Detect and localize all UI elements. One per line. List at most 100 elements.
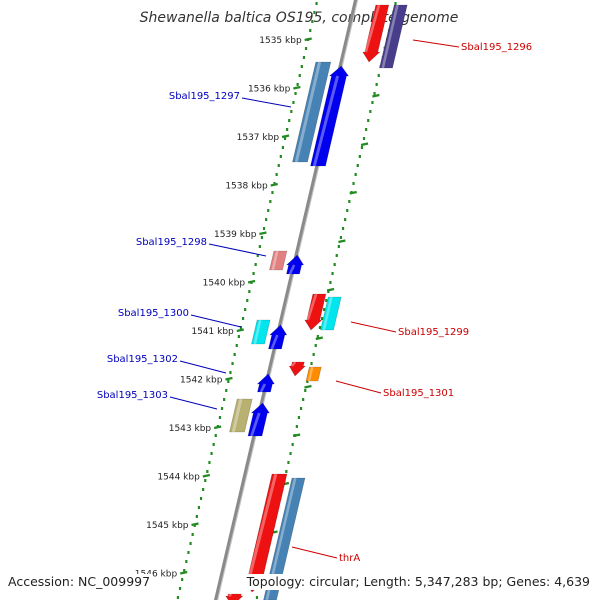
left-strand-guide-dot	[256, 254, 259, 257]
right-strand-guide-dot	[287, 461, 290, 464]
left-strand-guide-dot	[288, 119, 291, 122]
gene-label-left: Sbal195_1300	[118, 308, 189, 319]
left-strand-guide-dot	[185, 560, 188, 563]
kbp-label: 1540 kbp	[203, 279, 246, 289]
gene-sbal195-1298-pink	[269, 250, 288, 271]
left-strand-guide-dot	[273, 182, 276, 185]
gene-sbal195-1303-blue-shine	[250, 412, 261, 437]
right-strand-guide-dot	[314, 344, 317, 347]
kbp-label: 1535 kbp	[259, 36, 302, 46]
gene-sbal195-1297-blue	[310, 65, 350, 167]
left-strand-guide-dot	[281, 146, 285, 149]
gene-callout-line-right	[335, 380, 382, 394]
gene-sbal195-1299-red-shine	[306, 293, 318, 321]
gene-label-right: thrA	[339, 553, 360, 564]
right-strand-guide-dot	[306, 380, 309, 383]
gene-sbal195-1296-red	[362, 4, 390, 63]
left-strand-guide-dot	[248, 290, 251, 293]
gene-callout-line-right	[350, 321, 397, 333]
right-strand-guide-dot	[304, 389, 307, 392]
left-strand-guide-dot	[181, 578, 184, 581]
left-strand-guide-dot	[206, 470, 209, 473]
kbp-tick-left	[281, 134, 290, 139]
left-strand-guide-dot	[239, 326, 243, 329]
kbp-label: 1542 kbp	[180, 376, 223, 386]
left-strand-guide-dot	[313, 11, 316, 14]
kbp-tick-left	[270, 182, 278, 187]
left-strand-guide-dot	[252, 272, 255, 275]
kbp-tick-right	[315, 336, 324, 341]
left-strand-guide-dot	[204, 479, 207, 482]
gene-sbal195-1299-red	[304, 293, 327, 331]
right-strand-guide-dot	[327, 290, 330, 293]
right-strand-guide-dot	[375, 83, 378, 86]
left-strand-guide-dot	[279, 155, 282, 158]
gene-thra-red-shine	[246, 473, 278, 583]
gene-callout-line-right	[412, 39, 460, 48]
left-strand-guide-dot	[195, 515, 198, 518]
gene-sbal195-1299-cyan-shine	[322, 296, 333, 331]
kbp-tick-left	[293, 85, 301, 90]
right-strand-guide-dot	[310, 362, 313, 365]
gene-sbal195-1300-cyan	[251, 319, 271, 345]
gene-sbal195-1301-red	[288, 361, 307, 377]
accession-label: Accession: NC_009997	[8, 574, 153, 590]
left-strand-guide-dot	[246, 299, 249, 302]
gene-sbal195-1298-blue-shine	[288, 264, 296, 275]
left-strand-guide-dot	[315, 2, 318, 5]
left-strand-guide-dot	[271, 191, 274, 194]
left-strand-guide-dot	[227, 380, 230, 383]
gene-sbal195-1296-red-shine	[364, 4, 381, 53]
feature-layer	[225, 4, 408, 600]
gene-label-left: Sbal195_1303	[97, 390, 168, 401]
right-strand-guide-dot	[333, 263, 336, 266]
right-strand-guide-dot	[394, 2, 397, 5]
kbp-tick-left	[191, 522, 199, 527]
right-strand-guide-dot	[316, 335, 319, 338]
left-strand-guide-dot	[304, 47, 308, 50]
left-strand-guide-dot	[262, 227, 266, 230]
left-strand-guide-dot	[214, 434, 217, 437]
kbp-label: 1545 kbp	[146, 521, 189, 531]
right-strand-guide-dot	[344, 218, 347, 221]
kbp-label: 1539 kbp	[214, 230, 257, 240]
right-strand-guide-dot	[339, 236, 343, 239]
kbp-tick-left	[259, 231, 267, 236]
left-strand-guide-dot	[178, 587, 182, 590]
right-strand-guide-dot	[337, 245, 340, 248]
left-strand-guide-dot	[237, 335, 240, 338]
left-strand-guide-dot	[223, 398, 226, 401]
kbp-label: 1536 kbp	[248, 85, 291, 95]
right-strand-guide-dot	[323, 308, 326, 311]
left-strand-guide-dot	[302, 56, 306, 59]
gene-next-red-shine	[228, 592, 233, 598]
gene-sbal195-1300-blue-shine	[270, 334, 279, 350]
gene-sbal195-1300-cyan-shine	[253, 319, 262, 345]
kbp-tick-right	[338, 239, 346, 244]
right-strand-guide-dot	[365, 128, 368, 131]
kbp-tick-left	[213, 425, 222, 430]
right-strand-guide-dot	[302, 398, 305, 401]
left-strand-guide-dot	[286, 128, 289, 131]
right-strand-guide-dot	[320, 317, 324, 320]
gene-sbal195-1297-blue-shine	[312, 75, 340, 167]
gene-sbal195-1296-slate	[379, 4, 408, 69]
left-strand-guide-dot	[296, 83, 299, 86]
left-strand-guide-dot	[202, 488, 205, 491]
right-strand-guide-dot	[354, 173, 357, 176]
right-strand-guide-dot	[295, 425, 298, 428]
left-strand-guide-dot	[193, 524, 196, 527]
kbp-tick-left	[304, 37, 312, 42]
kbp-tick-left	[225, 376, 233, 381]
gene-callout-line-left	[208, 243, 267, 257]
left-strand-guide-dot	[267, 209, 270, 212]
gene-sbal195-1302-blue	[256, 373, 275, 393]
left-strand-guide-dot	[176, 596, 180, 599]
kbp-label: 1541 kbp	[191, 327, 234, 337]
right-strand-guide-dot	[297, 416, 301, 419]
kbp-label: 1538 kbp	[225, 182, 268, 192]
left-strand-guide-dot	[191, 533, 194, 536]
gene-sbal195-1299-cyan	[320, 296, 342, 331]
